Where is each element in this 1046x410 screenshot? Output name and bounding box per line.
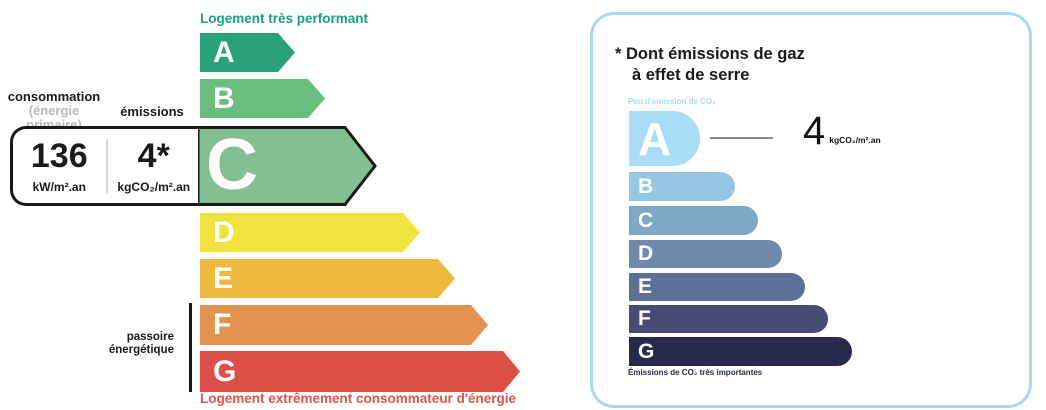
consumption-value-column: 136 kW/m².an	[13, 129, 106, 203]
emissions-value: 4*	[137, 137, 170, 175]
energy-class-letter-f: F	[213, 308, 232, 341]
co2-class-letter-g: G	[638, 339, 655, 363]
co2-panel-title-line2: à effet de serre	[632, 66, 750, 84]
co2-value-connector-line	[710, 137, 773, 139]
co2-value: 4	[803, 109, 826, 153]
energy-class-arrow-d: D	[200, 213, 420, 252]
co2-value-unit: kgCO₂/m².an	[829, 135, 881, 145]
energy-class-letter-e: E	[213, 261, 234, 295]
co2-class-bar-d: D	[629, 240, 782, 268]
energy-sieve-bracket-line	[189, 303, 192, 392]
co2-low-emissions-label: Peu d'émission de CO₂	[628, 97, 716, 106]
left-scale-bottom-label: Logement extrêmement consommateur d'éner…	[200, 391, 517, 406]
co2-class-letter-b: B	[638, 174, 654, 198]
energy-sieve-label: passoire énergétique	[60, 331, 174, 357]
value-box: 136 kW/m².an 4* kgCO₂/m².an	[10, 126, 200, 206]
consumption-unit: kW/m².an	[32, 180, 86, 194]
energy-sieve-label-line2: énergétique	[108, 344, 174, 356]
co2-class-bar-a-selected: A	[629, 111, 700, 166]
co2-class-letter-d: D	[638, 242, 654, 265]
energy-class-arrow-f: F	[200, 305, 488, 345]
left-scale-top-label: Logement très performant	[200, 11, 369, 26]
co2-panel-title-line1: * Dont émissions de gaz	[615, 45, 805, 63]
energy-class-arrow-c-selected	[198, 126, 377, 206]
co2-class-bar-c: C	[629, 206, 758, 235]
co2-class-bar-g: G	[629, 337, 852, 366]
energy-class-arrow-a: A	[200, 33, 295, 72]
co2-value-group: 4 kgCO₂/m².an	[803, 109, 881, 153]
energy-class-arrow-e: E	[200, 259, 455, 298]
co2-panel-title: * Dont émissions de gaz à effet de serre	[615, 44, 805, 86]
co2-class-letter-f: F	[638, 307, 651, 330]
co2-high-emissions-label: Émissions de CO₂ très importantes	[628, 368, 763, 377]
energy-class-arrow-b: B	[200, 79, 325, 118]
co2-class-letter-e: E	[638, 275, 653, 298]
energy-class-letter-b: B	[213, 81, 235, 115]
energy-class-letter-a: A	[213, 35, 235, 69]
co2-class-letter-a: A	[638, 112, 672, 165]
emissions-unit: kgCO₂/m².an	[117, 180, 191, 194]
co2-class-bar-b: B	[629, 172, 735, 201]
emissions-label: émissions	[120, 104, 184, 119]
value-box-divider	[105, 139, 108, 193]
energy-class-letter-d: D	[213, 215, 235, 249]
co2-class-bar-e: E	[629, 273, 805, 301]
emissions-value-column: 4* kgCO₂/m².an	[108, 129, 201, 203]
consumption-label-text: consommation	[7, 89, 101, 104]
co2-class-bar-f: F	[629, 305, 828, 333]
energy-sieve-label-line1: passoire	[126, 331, 174, 343]
energy-class-letter-g: G	[213, 354, 237, 388]
energy-class-letter-c: C	[206, 125, 258, 205]
consumption-value: 136	[30, 137, 88, 175]
co2-class-letter-c: C	[638, 208, 654, 232]
energy-class-arrow-g: G	[200, 351, 520, 392]
